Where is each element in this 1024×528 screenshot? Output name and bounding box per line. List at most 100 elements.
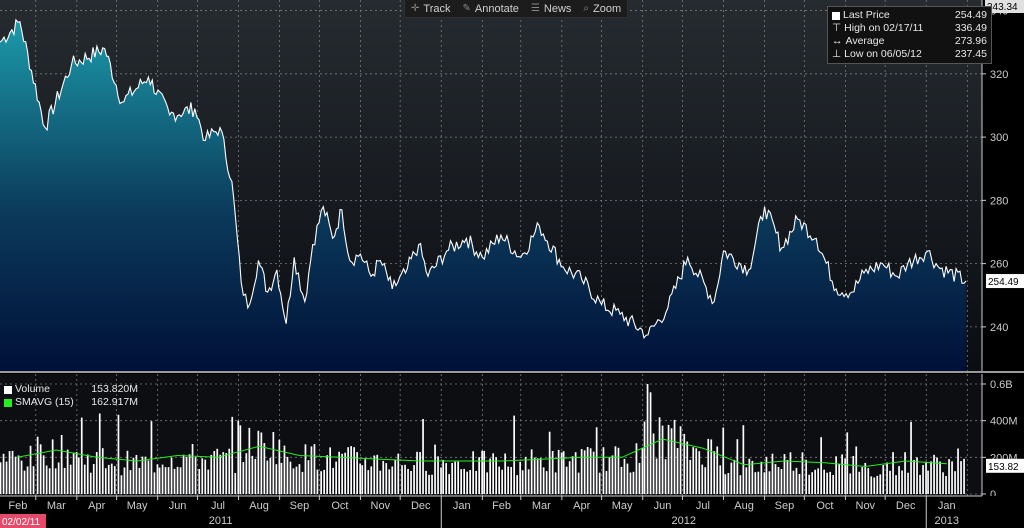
volume-bar	[379, 470, 382, 494]
volume-bar	[927, 470, 929, 494]
volume-bar	[838, 464, 840, 494]
volume-bar	[586, 447, 589, 494]
volume-bar	[216, 448, 219, 494]
volume-bar	[676, 448, 679, 494]
volume-bar	[551, 451, 554, 494]
year-label: 2011	[209, 515, 233, 527]
volume-bar	[89, 472, 92, 494]
volume-bar	[326, 455, 328, 494]
volume-bar	[817, 468, 819, 494]
date-axis-background	[0, 496, 1024, 528]
volume-bar	[350, 446, 352, 494]
volume-bar	[498, 466, 500, 494]
volume-bar	[530, 449, 533, 494]
volume-bar	[521, 470, 524, 494]
volume-bar	[138, 467, 141, 494]
volume-bar	[808, 474, 810, 494]
month-label: Jul	[211, 500, 225, 512]
last-volume-box	[986, 458, 1024, 473]
volume-bar	[757, 471, 760, 494]
volume-bar	[658, 417, 661, 494]
low-marker-icon: ⊥	[832, 48, 842, 60]
last-price-label: 254.49	[988, 277, 1019, 288]
month-label: Aug	[734, 500, 754, 512]
volume-bar	[595, 427, 598, 494]
volume-bar	[45, 465, 48, 494]
volume-bar	[495, 457, 497, 494]
volume-bar	[382, 460, 385, 494]
volume-bar	[562, 451, 565, 494]
track-button[interactable]: ✛ Track	[411, 2, 451, 15]
volume-bar	[410, 471, 412, 494]
volume-bar	[222, 452, 225, 494]
volume-bar	[922, 465, 924, 494]
volume-bar	[210, 454, 213, 494]
volume-bar	[652, 433, 655, 494]
volume-bar	[960, 461, 962, 494]
volume-bar	[892, 452, 894, 494]
month-label: Jun	[169, 500, 187, 512]
volume-bar	[667, 424, 670, 494]
start-date-label: 02/02/11	[2, 517, 41, 528]
annotate-button[interactable]: ✎ Annotate	[462, 2, 519, 15]
last-price-box	[986, 274, 1024, 289]
volume-bar	[201, 458, 204, 494]
volume-bar	[873, 477, 876, 494]
volume-bar	[898, 466, 900, 494]
volume-bar	[524, 456, 527, 494]
volume-bar	[786, 460, 789, 494]
volume-bar	[364, 459, 367, 494]
volume-bar	[855, 446, 858, 494]
volume-bar	[942, 472, 944, 494]
price-tick-label: 240	[990, 322, 1008, 334]
volume-bar	[132, 457, 135, 494]
volume-bar	[545, 471, 548, 494]
volume-bar	[425, 470, 427, 494]
volume-bar	[608, 457, 611, 494]
volume-bar	[692, 447, 695, 494]
zoom-button[interactable]: ⌕ Zoom	[583, 2, 622, 15]
volume-legend[interactable]: Volume 153.820M SMAVG (15) 162.917M	[4, 383, 138, 409]
month-label: Feb	[8, 500, 27, 512]
volume-bar	[948, 459, 950, 494]
volume-bar	[254, 459, 257, 494]
volume-bar	[589, 448, 592, 494]
volume-bar	[724, 474, 727, 494]
volume-bar	[478, 457, 480, 494]
volume-bar	[194, 457, 197, 494]
volume-bar	[2, 453, 5, 494]
volume-bar	[257, 430, 260, 494]
volume-bar	[164, 467, 167, 494]
news-button[interactable]: ☰ News	[530, 2, 572, 15]
year-label: 2012	[672, 515, 696, 527]
volume-bar	[568, 461, 571, 494]
volume-bar	[936, 457, 938, 494]
volume-bar	[120, 475, 123, 494]
volume-bar	[237, 420, 240, 494]
volume-bar	[635, 443, 638, 494]
volume-bar	[722, 427, 725, 494]
date-axis: Feb Mar Apr May Jun Jul Aug Sep Oct Nov Dec Jan Feb M…	[0, 495, 1024, 528]
volume-bar	[933, 454, 935, 494]
volume-bar	[835, 456, 837, 494]
volume-bar	[489, 458, 491, 494]
volume-bar	[313, 444, 316, 494]
month-label: Jan	[453, 500, 471, 512]
price-legend[interactable]: Last Price 254.49 ⊤ High on 02/17/11 336.49…	[827, 6, 992, 64]
volume-tick-label: 0	[990, 489, 996, 501]
volume-bar	[632, 471, 635, 494]
volume-bar	[344, 452, 346, 494]
volume-bar	[141, 456, 144, 494]
volume-bar	[614, 446, 617, 494]
volume-bar	[63, 467, 66, 494]
volume-bar	[338, 451, 340, 494]
volume-bar	[823, 469, 825, 494]
volume-bar	[407, 469, 409, 494]
volume-bar	[602, 447, 605, 494]
volume-bar	[29, 445, 32, 494]
volume-bar	[310, 446, 313, 494]
volume-bar	[795, 467, 798, 494]
volume-bar	[20, 460, 23, 494]
high-marker-icon: ⊤	[832, 22, 842, 34]
